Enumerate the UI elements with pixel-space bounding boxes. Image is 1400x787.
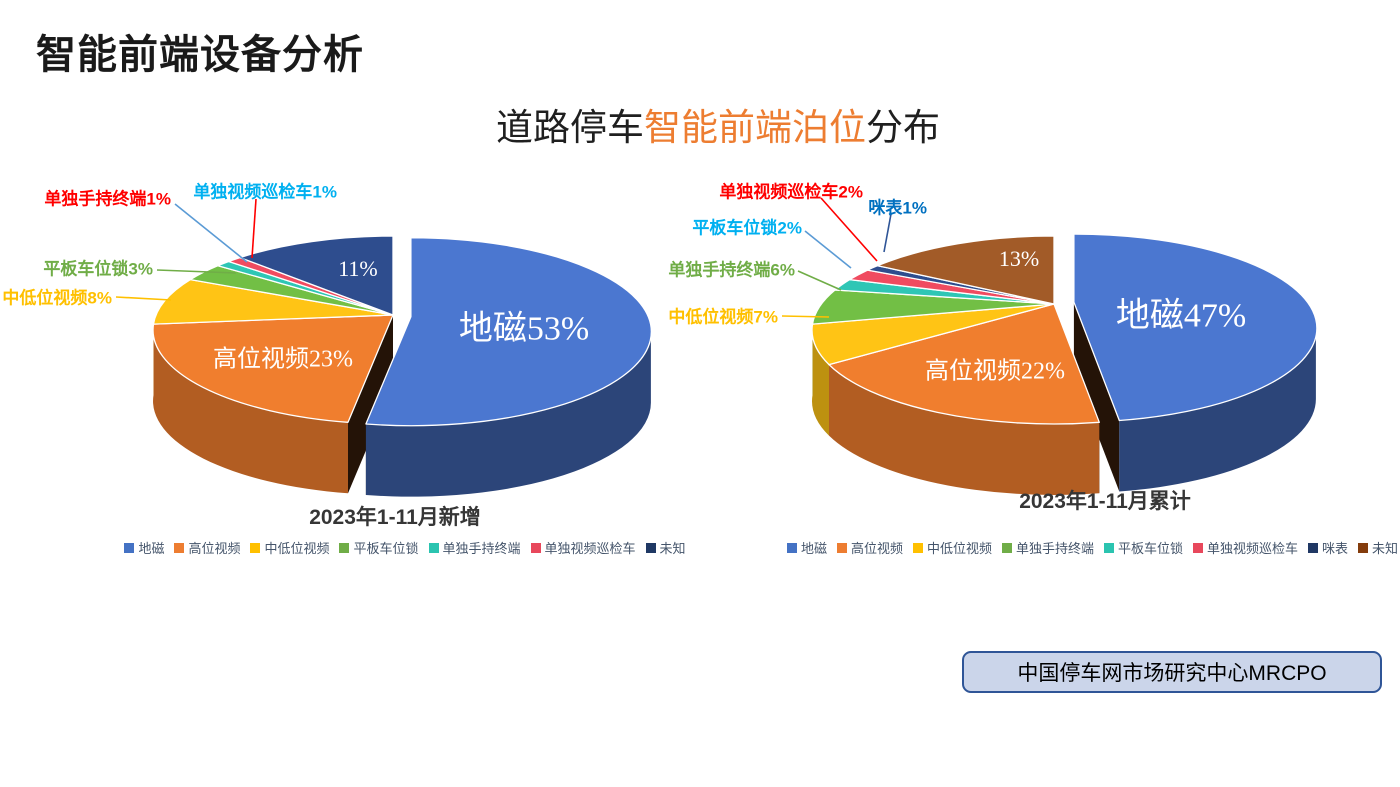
pie2-legend: 地磁 高位视频 中低位视频 单独手持终端 平板车位锁 单独视频巡检车 咪表 未知 [770, 538, 1400, 557]
pie2-leader-line-0 [820, 197, 878, 262]
subtitle-highlight: 智能前端泊位 [644, 107, 866, 148]
pie2-slice-1 [828, 303, 1100, 425]
pie2-cut-face-1 [1073, 302, 1120, 492]
pie1-slice-0 [365, 237, 652, 427]
legend-label: 平板车位锁 [1118, 541, 1184, 556]
subtitle-suffix: 分布 [866, 107, 940, 148]
pie1-leader-line-1 [251, 198, 257, 259]
pie1-legend-item-0: 地磁 [124, 538, 164, 557]
pie1-inner-label-0: 地磁53% [458, 310, 590, 348]
pie1-legend-item-6: 未知 [645, 538, 686, 557]
pie2-leader-line-4 [781, 315, 830, 318]
legend-label: 平板车位锁 [353, 541, 419, 556]
legend-swatch [530, 542, 541, 553]
pie2-legend-item-1: 高位视频 [836, 538, 903, 557]
legend-swatch [645, 542, 656, 553]
pie1-slice-6 [239, 235, 394, 316]
pie2-caption: 2023年1-11月累计 [1019, 490, 1191, 513]
legend-swatch [428, 542, 439, 553]
legend-label: 未知 [1372, 541, 1399, 556]
pie2-legend-item-4: 平板车位锁 [1104, 538, 1183, 557]
pie1-inner-label-1: 高位视频23% [213, 346, 353, 373]
pie2-legend-item-3: 单独手持终端 [1001, 538, 1094, 557]
pie2-legend-item-0: 地磁 [786, 538, 827, 557]
legend-swatch [174, 542, 185, 553]
pie1-leader-line-3 [115, 296, 172, 301]
source-box-label: 中国停车网市场研究中心MRCPO [1017, 662, 1327, 685]
legend-label: 高位视频 [850, 541, 903, 556]
pie1-slice-2 [152, 278, 394, 325]
legend-label: 单独手持终端 [1015, 541, 1094, 556]
pie1-leader-line-0 [174, 203, 248, 263]
pie2-leader-line-3 [797, 270, 842, 291]
pie2-inner-label-0: 地磁47% [1115, 297, 1247, 335]
legend-label: 地磁 [138, 541, 165, 556]
pie2-legend-item-6: 咪表 [1308, 538, 1348, 557]
chart-subtitle: 道路停车智能前端泊位分布 [18, 97, 1400, 151]
pie1-legend-item-4: 单独手持终端 [428, 538, 521, 557]
legend-swatch [836, 542, 847, 553]
pie2-inner-label-2: 13% [998, 246, 1040, 271]
legend-swatch [1193, 542, 1204, 553]
pie2-inner-label-1: 高位视频22% [925, 358, 1065, 385]
pie2-legend-item-5: 单独视频巡检车 [1193, 538, 1298, 557]
legend-label: 单独视频巡检车 [544, 541, 636, 556]
pie2-wall-0 [1119, 328, 1316, 492]
legend-label: 高位视频 [188, 541, 241, 556]
pie2-slice-0 [1073, 233, 1318, 422]
pie2-legend-item-2: 中低位视频 [912, 538, 992, 557]
pie2-callout-label-3: 单独手持终端6% [668, 260, 795, 280]
pie2-slice-7 [876, 235, 1055, 305]
pie2-legend-item-7: 未知 [1358, 538, 1398, 557]
pie2-leader-line-2 [804, 230, 852, 269]
legend-label: 中低位视频 [926, 541, 992, 556]
pie1-leader-line-2 [156, 269, 237, 274]
legend-label: 地磁 [800, 541, 827, 556]
legend-label: 中低位视频 [264, 541, 330, 556]
legend-swatch [1308, 542, 1319, 553]
subtitle-prefix: 道路停车 [496, 107, 644, 148]
legend-swatch [1104, 542, 1114, 553]
pie1-cut-face-0 [348, 315, 393, 494]
pie1-callout-label-1: 单独视频巡检车1% [193, 182, 337, 202]
pie2-wall-1 [829, 364, 1100, 495]
pie1-legend-item-1: 高位视频 [174, 538, 240, 557]
legend-label: 咪表 [1322, 541, 1349, 556]
pie1-wall-0 [365, 331, 651, 497]
legend-swatch [912, 542, 923, 553]
pie1-legend: 地磁 高位视频 中低位视频 平板车位锁 单独手持终端 单独视频巡检车 未知 [80, 538, 730, 557]
pie2-callout-label-4: 中低位视频7% [668, 307, 778, 327]
legend-swatch [1001, 542, 1012, 553]
pie2-leader-line-1 [883, 213, 892, 253]
legend-label: 单独手持终端 [442, 541, 521, 556]
legend-swatch [124, 542, 135, 553]
page-title: 智能前端设备分析 [36, 33, 364, 77]
pie2-callout-label-2: 平板车位锁2% [692, 218, 802, 238]
pie1-legend-item-2: 中低位视频 [250, 538, 329, 557]
pie1-inner-label-2: 11% [338, 256, 378, 281]
pie2-callout-label-1: 咪表1% [868, 198, 927, 218]
pie2-callout-label-0: 单独视频巡检车2% [719, 182, 863, 202]
pie1-slice-1 [152, 314, 394, 423]
pie1-caption: 2023年1-11月新增 [309, 506, 481, 529]
pie1-callout-label-0: 单独手持终端1% [44, 189, 171, 209]
pie1-legend-item-5: 单独视频巡检车 [530, 538, 636, 557]
pie2-wall-2 [812, 324, 829, 436]
legend-swatch [250, 542, 261, 553]
legend-label: 未知 [659, 541, 686, 556]
legend-label: 单独视频巡检车 [1207, 541, 1299, 556]
source-box: 中国停车网市场研究中心MRCPO [962, 651, 1382, 693]
pie1-callout-label-2: 平板车位锁3% [43, 259, 153, 279]
legend-swatch [1358, 542, 1369, 553]
legend-swatch [339, 542, 350, 553]
pie1-legend-item-3: 平板车位锁 [339, 538, 419, 557]
legend-swatch [786, 542, 797, 553]
pie1-callout-label-3: 中低位视频8% [2, 288, 112, 308]
pie1-wall-1 [153, 324, 348, 494]
